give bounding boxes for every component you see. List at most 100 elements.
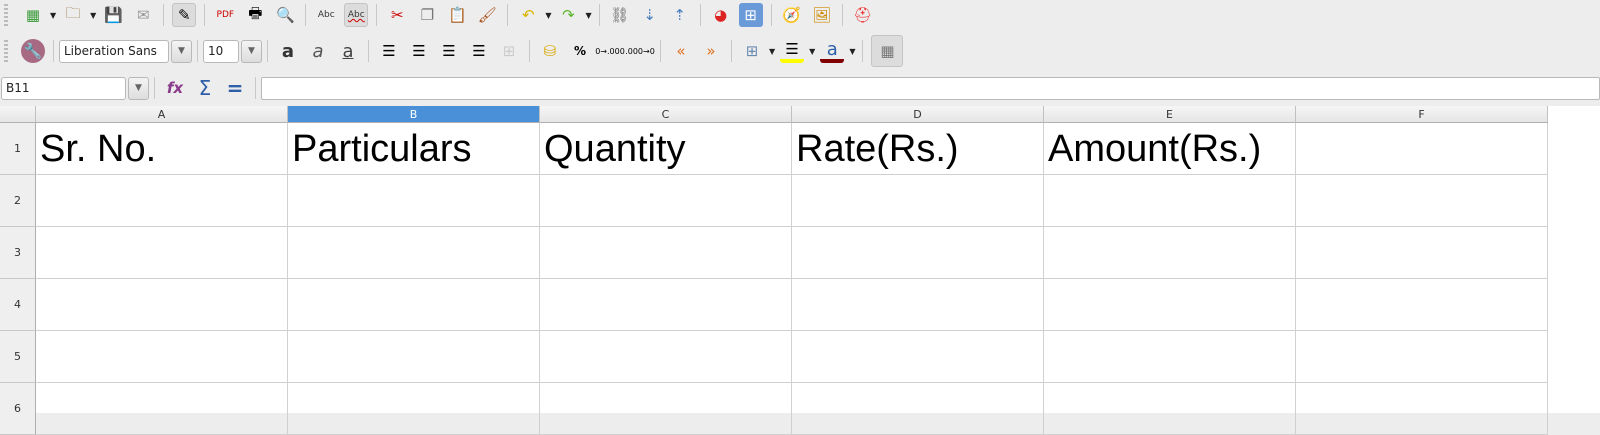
cell-A6[interactable]	[36, 383, 288, 435]
help-icon[interactable]: ⛑	[853, 6, 873, 24]
export-pdf-icon[interactable]: PDF	[216, 10, 235, 20]
font-size-input[interactable]: 10	[203, 39, 239, 63]
undo-dropdown[interactable]: ▼	[545, 10, 552, 20]
cell-D5[interactable]	[792, 331, 1044, 383]
new-spreadsheet-icon[interactable]: ▦	[25, 6, 41, 24]
justify-icon[interactable]: ☰	[472, 42, 486, 60]
background-color-dropdown[interactable]: ▼	[809, 46, 816, 56]
cell-E4[interactable]	[1044, 279, 1296, 331]
cell-D3[interactable]	[792, 227, 1044, 279]
cell-C5[interactable]	[540, 331, 792, 383]
currency-icon[interactable]: ⛁	[543, 42, 557, 60]
gallery-icon[interactable]: 🖼	[812, 6, 832, 24]
bold-icon[interactable]: a	[281, 40, 295, 62]
font-name-input[interactable]: Liberation Sans	[59, 39, 169, 63]
new-dropdown[interactable]: ▼	[50, 10, 57, 20]
cell-B6[interactable]	[288, 383, 540, 435]
borders-icon[interactable]: ⊞	[745, 42, 759, 60]
navigator-icon[interactable]: 🧭	[782, 6, 801, 24]
align-left-icon[interactable]: ☰	[382, 42, 396, 60]
row-header-5[interactable]: 5	[0, 331, 36, 383]
undo-icon[interactable]: ↶	[522, 6, 535, 24]
row-header-6[interactable]: 6	[0, 383, 36, 435]
cell-B5[interactable]	[288, 331, 540, 383]
column-header-E[interactable]: E	[1044, 106, 1296, 123]
italic-icon[interactable]: a	[312, 40, 324, 62]
sort-ascending-icon[interactable]: ⇣	[643, 6, 656, 24]
sort-descending-icon[interactable]: ⇡	[673, 6, 686, 24]
column-header-F[interactable]: F	[1296, 106, 1548, 123]
cell-B1[interactable]: Particulars	[288, 123, 540, 175]
print-icon[interactable]: 🖶	[248, 3, 263, 22]
pivot-table-icon[interactable]: ⊞	[738, 3, 763, 27]
toolbar-grip[interactable]	[4, 40, 8, 62]
formula-icon[interactable]: =	[226, 76, 244, 100]
copy-icon[interactable]: ❐	[420, 6, 435, 24]
paste-icon[interactable]: 📋	[447, 6, 467, 24]
increase-indent-icon[interactable]: »	[706, 42, 716, 60]
cell-C3[interactable]	[540, 227, 792, 279]
cell-C6[interactable]	[540, 383, 792, 435]
autospellcheck-icon[interactable]: Abc	[344, 3, 369, 27]
font-color-dropdown[interactable]: ▼	[849, 46, 856, 56]
cell-D6[interactable]	[792, 383, 1044, 435]
formula-input[interactable]	[261, 76, 1600, 100]
name-box-dropdown[interactable]: ▼	[128, 76, 149, 100]
column-header-A[interactable]: A	[36, 106, 288, 123]
cell-C4[interactable]	[540, 279, 792, 331]
cut-icon[interactable]: ✂	[391, 6, 404, 24]
function-wizard-icon[interactable]: fx	[166, 79, 184, 97]
hyperlink-icon[interactable]: ⛓	[610, 6, 630, 24]
cell-E3[interactable]	[1044, 227, 1296, 279]
font-name-dropdown[interactable]: ▼	[171, 39, 192, 63]
cell-A1[interactable]: Sr. No.	[36, 123, 288, 175]
open-dropdown[interactable]: ▼	[90, 10, 97, 20]
cell-E5[interactable]	[1044, 331, 1296, 383]
email-icon[interactable]: ✉	[137, 6, 150, 24]
column-header-B[interactable]: B	[288, 106, 540, 123]
row-header-2[interactable]: 2	[0, 175, 36, 227]
cell-D1[interactable]: Rate(Rs.)	[792, 123, 1044, 175]
merge-cells-icon[interactable]: ⊞	[502, 42, 516, 60]
add-decimal-icon[interactable]: 0→.000	[595, 46, 625, 56]
print-preview-icon[interactable]: 🔍	[275, 6, 295, 24]
cell-F6[interactable]	[1296, 383, 1548, 435]
toolbar-grip[interactable]	[4, 4, 8, 26]
cell-A5[interactable]	[36, 331, 288, 383]
cell-D4[interactable]	[792, 279, 1044, 331]
cell-B4[interactable]	[288, 279, 540, 331]
spellcheck-icon[interactable]: Abc	[317, 10, 335, 20]
cell-A3[interactable]	[36, 227, 288, 279]
cell-A4[interactable]	[36, 279, 288, 331]
spreadsheet-grid[interactable]: A B C D E F 1 Sr. No. Particulars Quantity Rate(Rs…	[0, 106, 1600, 435]
open-folder-icon[interactable]: 🗀	[65, 3, 81, 22]
cell-E6[interactable]	[1044, 383, 1296, 435]
percent-icon[interactable]: %	[573, 44, 587, 58]
cell-C2[interactable]	[540, 175, 792, 227]
sum-icon[interactable]: Σ	[198, 76, 212, 100]
cell-D2[interactable]	[792, 175, 1044, 227]
cell-C1[interactable]: Quantity	[540, 123, 792, 175]
borders-dropdown[interactable]: ▼	[769, 46, 776, 56]
chart-icon[interactable]: ◕	[714, 6, 728, 24]
cell-F4[interactable]	[1296, 279, 1548, 331]
cell-F3[interactable]	[1296, 227, 1548, 279]
column-header-C[interactable]: C	[540, 106, 792, 123]
redo-icon[interactable]: ↷	[562, 6, 575, 24]
edit-mode-icon[interactable]: ✎	[172, 3, 197, 27]
styles-icon[interactable]: 🔧	[21, 39, 45, 63]
cell-F2[interactable]	[1296, 175, 1548, 227]
cell-E2[interactable]	[1044, 175, 1296, 227]
save-icon[interactable]: 💾	[103, 6, 123, 24]
row-header-4[interactable]: 4	[0, 279, 36, 331]
font-size-dropdown[interactable]: ▼	[241, 39, 262, 63]
redo-dropdown[interactable]: ▼	[585, 10, 592, 20]
cell-E1[interactable]: Amount(Rs.)	[1044, 123, 1296, 175]
cell-A2[interactable]	[36, 175, 288, 227]
cell-F5[interactable]	[1296, 331, 1548, 383]
font-color-icon[interactable]: a	[820, 39, 845, 63]
column-header-D[interactable]: D	[792, 106, 1044, 123]
align-right-icon[interactable]: ☰	[442, 42, 456, 60]
align-center-icon[interactable]: ☰	[412, 42, 426, 60]
name-box[interactable]: B11	[1, 76, 126, 100]
